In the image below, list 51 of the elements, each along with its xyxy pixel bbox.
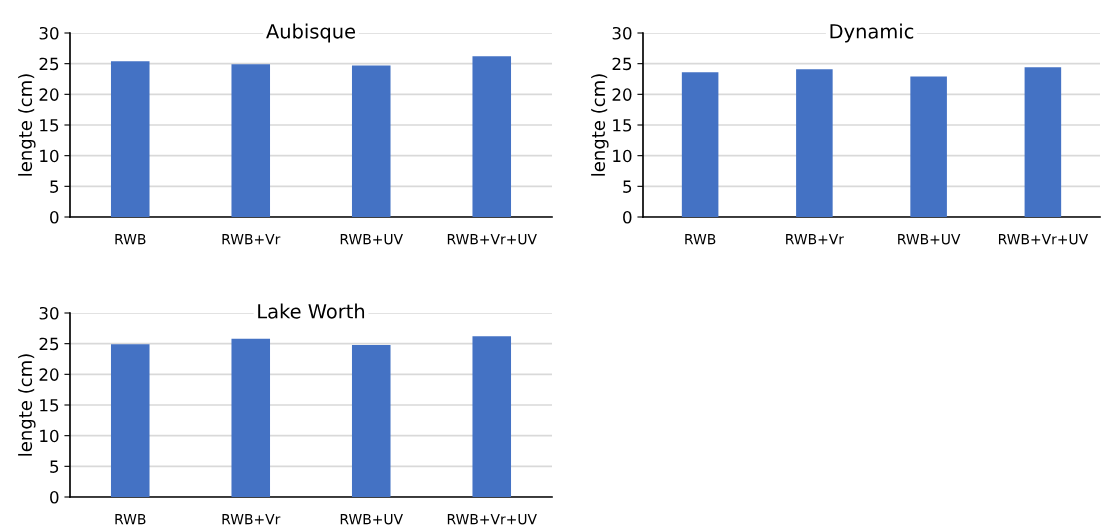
y-tick-label: 10 <box>40 429 59 443</box>
x-tick-label: RWB+Vr <box>786 234 844 245</box>
y-axis-title: lengte (cm) <box>18 74 36 176</box>
x-tick-label: RWB <box>115 234 146 245</box>
chart-title: Aubisque <box>266 23 356 43</box>
x-tick-label: RWB+UV <box>340 234 403 245</box>
bar <box>231 64 271 217</box>
x-tick-label: RWB <box>685 234 716 245</box>
y-tick-label: 20 <box>39 88 59 101</box>
x-tick-label: RWB <box>115 514 146 525</box>
y-tick-label: 30 <box>612 26 632 40</box>
y-tick-label: 5 <box>50 180 59 193</box>
y-tick-label: 15 <box>40 119 59 132</box>
y-tick-label: 30 <box>39 306 59 320</box>
bar <box>472 336 512 497</box>
y-tick-label: 0 <box>50 210 59 224</box>
x-tick-label: RWB+Vr <box>222 234 281 245</box>
x-tick-label: RWB+UV <box>340 514 403 525</box>
bar <box>231 338 271 497</box>
y-tick-label: 20 <box>612 88 632 101</box>
y-tick-label: 25 <box>39 337 59 351</box>
y-tick-label: 10 <box>613 149 632 163</box>
y-tick-label: 25 <box>612 57 632 71</box>
bar <box>681 72 719 217</box>
y-axis-title: lengte (cm) <box>591 74 609 176</box>
bar <box>110 344 150 497</box>
bar <box>351 344 391 497</box>
y-tick-label: 0 <box>50 490 59 504</box>
x-tick-label: RWB+Vr+UV <box>447 234 537 245</box>
x-tick-label: RWB+UV <box>898 234 961 245</box>
bar <box>910 76 947 217</box>
y-tick-label: 15 <box>40 399 59 412</box>
y-tick-label: 0 <box>623 210 632 224</box>
y-tick-label: 25 <box>39 57 59 71</box>
y-tick-label: 15 <box>613 119 632 132</box>
y-tick-label: 5 <box>50 460 59 473</box>
x-tick-label: RWB+Vr+UV <box>447 514 537 525</box>
bar <box>1024 67 1062 217</box>
y-axis-title: lengte (cm) <box>18 354 36 456</box>
bar <box>351 65 391 217</box>
x-tick-label: RWB+Vr <box>222 514 281 525</box>
chart-title: Lake Worth <box>258 303 365 319</box>
chart-title: Dynamic <box>830 23 914 43</box>
y-tick-label: 20 <box>39 368 59 381</box>
bar <box>796 69 833 217</box>
bar <box>110 61 150 217</box>
y-tick-label: 5 <box>623 180 632 193</box>
x-tick-label: RWB+Vr+UV <box>998 234 1089 245</box>
y-tick-label: 10 <box>40 149 59 163</box>
y-tick-label: 30 <box>39 26 59 40</box>
bar <box>472 56 512 217</box>
